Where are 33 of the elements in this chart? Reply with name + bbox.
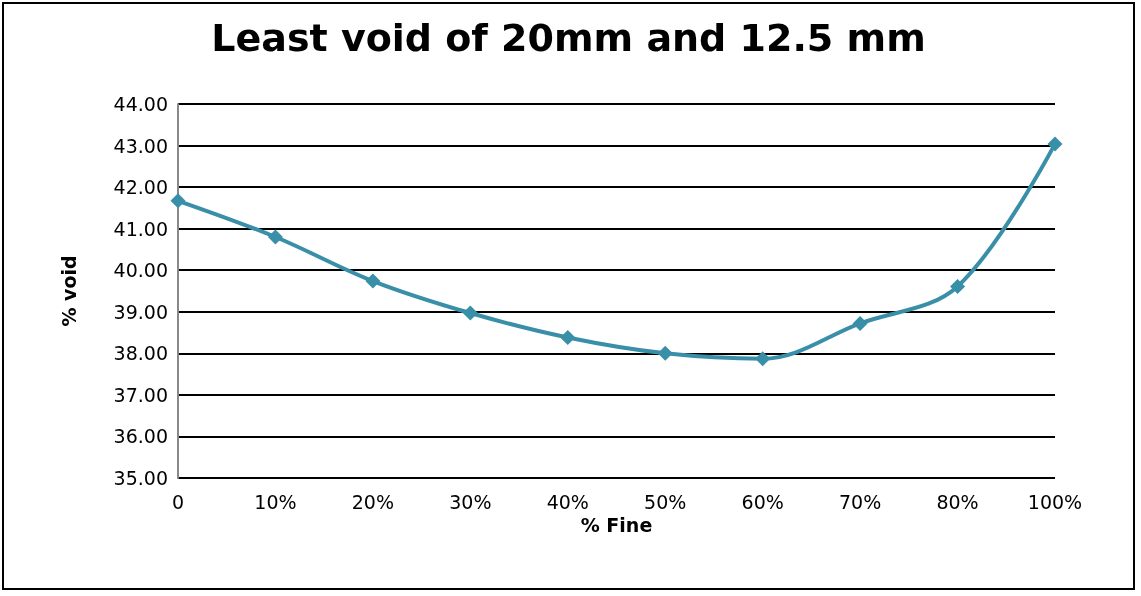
y-tick-label: 40.00 <box>113 259 168 282</box>
x-tick-label: 40% <box>546 490 589 513</box>
point <box>170 193 186 209</box>
y-tick-label: 44.00 <box>113 93 168 115</box>
y-tick-label: 42.00 <box>113 176 168 199</box>
chart-title: Least void of 20mm and 12.5 mm <box>211 16 926 60</box>
x-tick-label: 10% <box>254 490 297 513</box>
x-tick-label: 20% <box>351 490 395 513</box>
x-tick-label: 70% <box>838 490 882 513</box>
y-tick-label: 43.00 <box>113 134 168 157</box>
x-tick-label: 80% <box>936 490 979 513</box>
point <box>267 229 283 245</box>
x-tick-label: 30% <box>449 490 492 513</box>
x-axis-title: % Fine <box>580 514 653 537</box>
x-tick-label: 60% <box>741 490 784 513</box>
y-tick-label: 38.00 <box>113 342 168 365</box>
x-tick-label: 100% <box>1027 490 1083 513</box>
y-tick-label: 39.00 <box>113 300 168 323</box>
y-tick-label: 36.00 <box>113 425 168 448</box>
x-tick-label: 0 <box>171 490 185 513</box>
point <box>1047 136 1063 152</box>
point <box>365 273 381 289</box>
y-tick-label: 41.00 <box>113 217 168 240</box>
y-tick-label: 37.00 <box>113 383 168 406</box>
point <box>462 305 478 321</box>
y-tick-label: 35.00 <box>113 467 168 489</box>
point <box>657 345 673 361</box>
point <box>755 351 771 367</box>
y-axis-title: % void <box>57 255 80 327</box>
point <box>560 330 576 346</box>
point <box>950 278 966 294</box>
x-tick-label: 50% <box>644 490 687 513</box>
point <box>852 315 868 331</box>
